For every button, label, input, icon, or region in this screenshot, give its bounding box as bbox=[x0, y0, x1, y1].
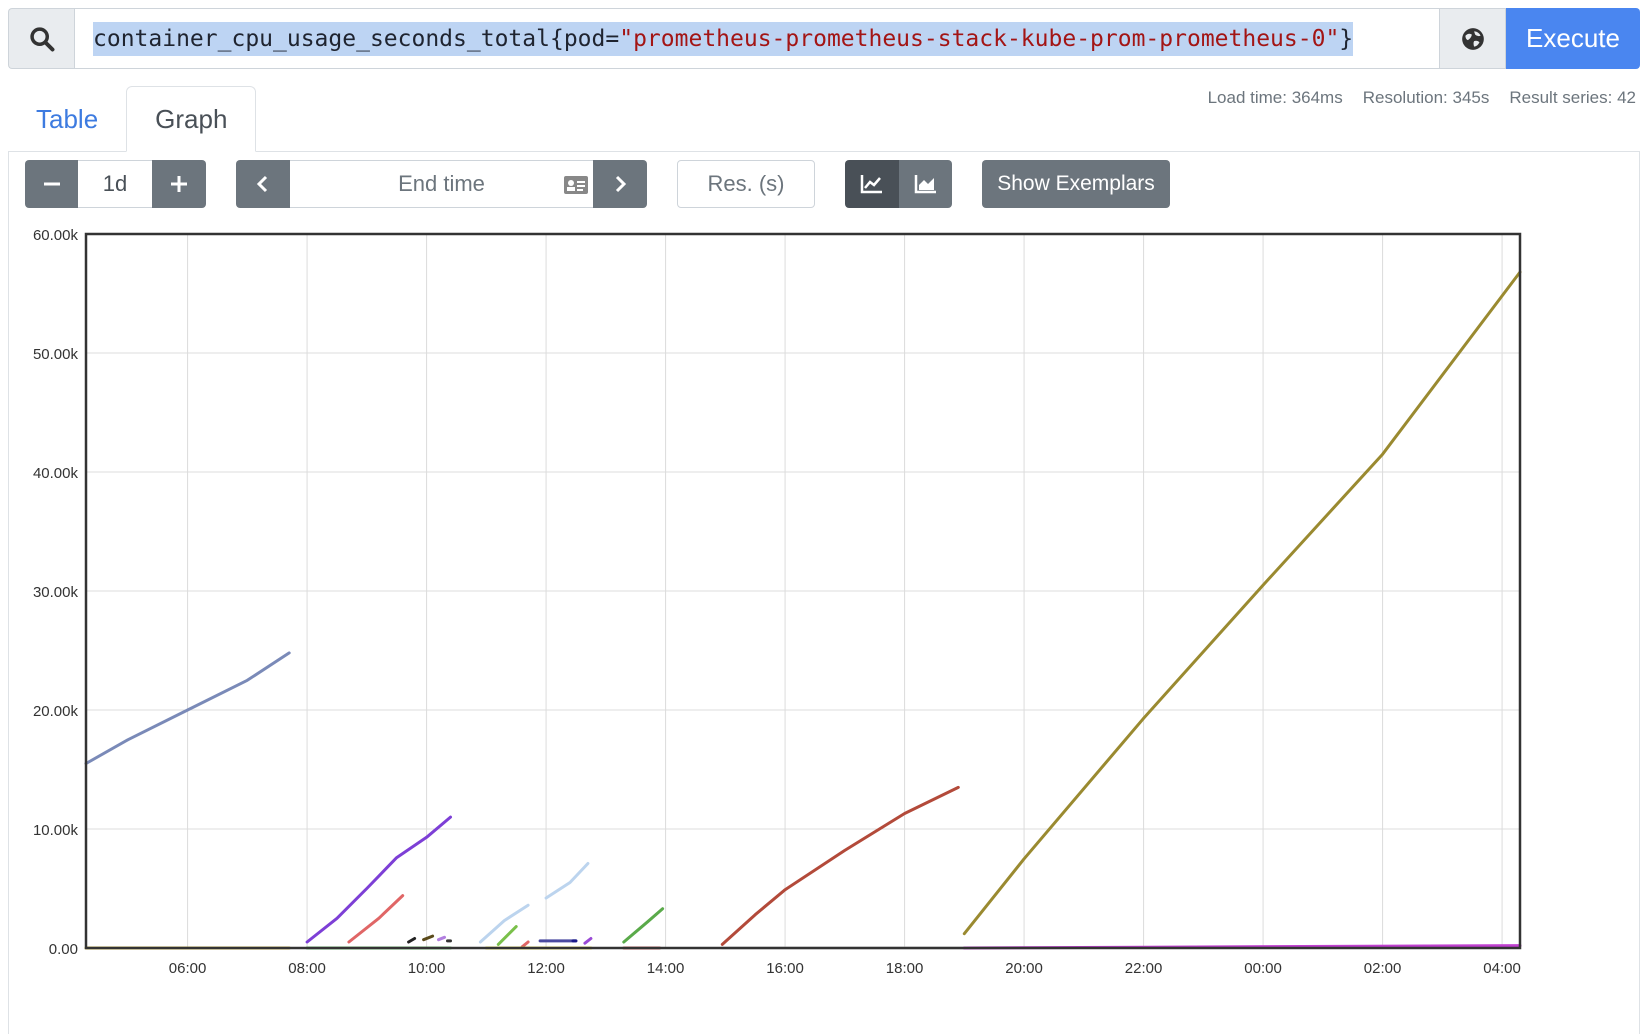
graph-panel bbox=[8, 151, 1640, 1034]
tab-bar: Table Graph bbox=[8, 86, 257, 152]
y-tick-label: 40.00k bbox=[33, 465, 79, 482]
execute-button[interactable]: Execute bbox=[1506, 8, 1640, 69]
x-tick-label: 02:00 bbox=[1364, 960, 1402, 977]
query-equals: = bbox=[605, 25, 620, 52]
x-tick-label: 18:00 bbox=[886, 960, 924, 977]
x-tick-label: 16:00 bbox=[766, 960, 804, 977]
end-time-placeholder: End time bbox=[398, 171, 485, 196]
query-stats: Load time: 364ms Resolution: 345s Result… bbox=[1208, 88, 1636, 108]
plus-icon bbox=[171, 176, 187, 192]
graph-chart[interactable]: 0.00 10.00k 20.00k 30.00k 40.00k 50.00k 60.00k… bbox=[0, 225, 1648, 1025]
chevron-right-icon bbox=[615, 175, 627, 193]
series-line-19[interactable] bbox=[720, 785, 960, 946]
y-tick-label: 30.00k bbox=[33, 584, 79, 601]
x-tick-label: 08:00 bbox=[288, 960, 326, 977]
x-tick-label: 10:00 bbox=[408, 960, 446, 977]
result-series: Result series: 42 bbox=[1509, 88, 1636, 107]
series-line-17[interactable] bbox=[622, 907, 665, 944]
range-increase-button[interactable] bbox=[152, 160, 206, 208]
series-line-21[interactable] bbox=[962, 270, 1522, 936]
series-line-3[interactable] bbox=[347, 894, 405, 944]
y-tick-label: 60.00k bbox=[33, 227, 79, 244]
area-chart-icon bbox=[914, 175, 936, 194]
series-line-6[interactable] bbox=[422, 934, 435, 942]
x-tick-label: 22:00 bbox=[1125, 960, 1163, 977]
plot-frame bbox=[84, 232, 1522, 950]
calendar-icon[interactable] bbox=[563, 173, 589, 197]
query-input[interactable]: container_cpu_usage_seconds_total{pod="p… bbox=[74, 8, 1440, 69]
show-exemplars-button[interactable]: Show Exemplars bbox=[982, 160, 1170, 208]
series-line-9[interactable] bbox=[478, 903, 530, 944]
range-decrease-button[interactable] bbox=[25, 160, 78, 208]
query-brace-close: } bbox=[1339, 25, 1354, 52]
series-line-10[interactable] bbox=[544, 862, 590, 900]
line-chart-button[interactable] bbox=[845, 160, 899, 208]
x-tick-label: 00:00 bbox=[1244, 960, 1282, 977]
series-line-12[interactable] bbox=[520, 940, 530, 949]
minus-icon bbox=[43, 182, 60, 186]
x-tick-label: 20:00 bbox=[1005, 960, 1043, 977]
y-tick-label: 0.00 bbox=[49, 941, 78, 958]
chevron-left-icon bbox=[256, 175, 268, 193]
y-tick-label: 20.00k bbox=[33, 703, 79, 720]
query-bar: container_cpu_usage_seconds_total{pod="p… bbox=[8, 8, 1640, 69]
query-metric: container_cpu_usage_seconds_total bbox=[93, 25, 550, 52]
resolution-stat: Resolution: 345s bbox=[1362, 88, 1490, 107]
series-line-15[interactable] bbox=[583, 937, 593, 945]
tab-table[interactable]: Table bbox=[36, 103, 99, 134]
chart-series bbox=[84, 270, 1522, 950]
x-tick-label: 04:00 bbox=[1483, 960, 1521, 977]
y-tick-label: 50.00k bbox=[33, 346, 79, 363]
stacked-chart-button[interactable] bbox=[899, 160, 952, 208]
range-input[interactable]: 1d bbox=[78, 160, 152, 208]
metrics-explorer-icon[interactable] bbox=[1440, 8, 1506, 69]
y-tick-label: 10.00k bbox=[33, 822, 79, 839]
series-line-11[interactable] bbox=[496, 925, 518, 946]
series-line-5[interactable] bbox=[407, 937, 417, 944]
x-tick-label: 12:00 bbox=[527, 960, 565, 977]
y-axis: 0.00 10.00k 20.00k 30.00k 40.00k 50.00k 60.00k bbox=[33, 227, 79, 958]
line-chart-icon bbox=[860, 175, 882, 194]
query-label-key: pod bbox=[563, 25, 606, 52]
end-time-forward-button[interactable] bbox=[593, 160, 647, 208]
query-label-value: "prometheus-prometheus-stack-kube-prom-p… bbox=[619, 25, 1340, 52]
series-line-2[interactable] bbox=[305, 815, 452, 944]
x-tick-label: 14:00 bbox=[647, 960, 685, 977]
query-brace-open: { bbox=[549, 25, 564, 52]
end-time-back-button[interactable] bbox=[236, 160, 290, 208]
load-time: Load time: 364ms bbox=[1207, 88, 1343, 107]
tab-graph[interactable]: Graph bbox=[126, 86, 257, 152]
x-tick-label: 06:00 bbox=[169, 960, 207, 977]
chart-grid bbox=[86, 233, 1520, 949]
search-icon[interactable] bbox=[8, 8, 74, 69]
end-time-input[interactable]: End time bbox=[290, 160, 593, 208]
series-line-7[interactable] bbox=[437, 935, 446, 942]
x-axis: 06:00 08:00 10:00 12:00 14:00 16:00 18:00 20:00… bbox=[169, 960, 1521, 977]
series-line-0[interactable] bbox=[84, 651, 291, 765]
resolution-input[interactable]: Res. (s) bbox=[677, 160, 815, 208]
